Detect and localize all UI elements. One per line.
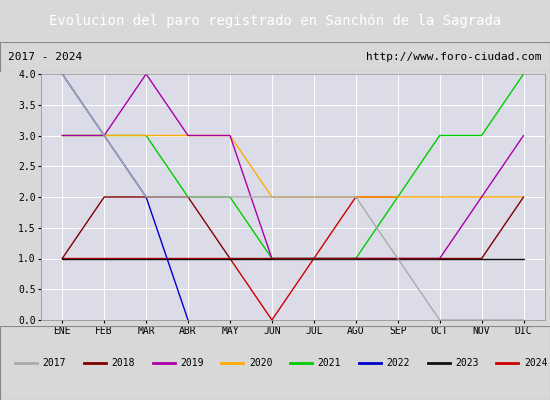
Text: 2020: 2020 [249, 358, 272, 368]
Text: 2023: 2023 [455, 358, 478, 368]
Text: 2017: 2017 [43, 358, 66, 368]
Text: 2018: 2018 [111, 358, 135, 368]
Text: Evolucion del paro registrado en Sanchón de la Sagrada: Evolucion del paro registrado en Sanchón… [49, 14, 501, 28]
Text: 2024: 2024 [524, 358, 547, 368]
Text: 2021: 2021 [318, 358, 341, 368]
Text: 2019: 2019 [180, 358, 204, 368]
Text: 2022: 2022 [386, 358, 410, 368]
Text: 2017 - 2024: 2017 - 2024 [8, 52, 82, 62]
Text: http://www.foro-ciudad.com: http://www.foro-ciudad.com [366, 52, 542, 62]
